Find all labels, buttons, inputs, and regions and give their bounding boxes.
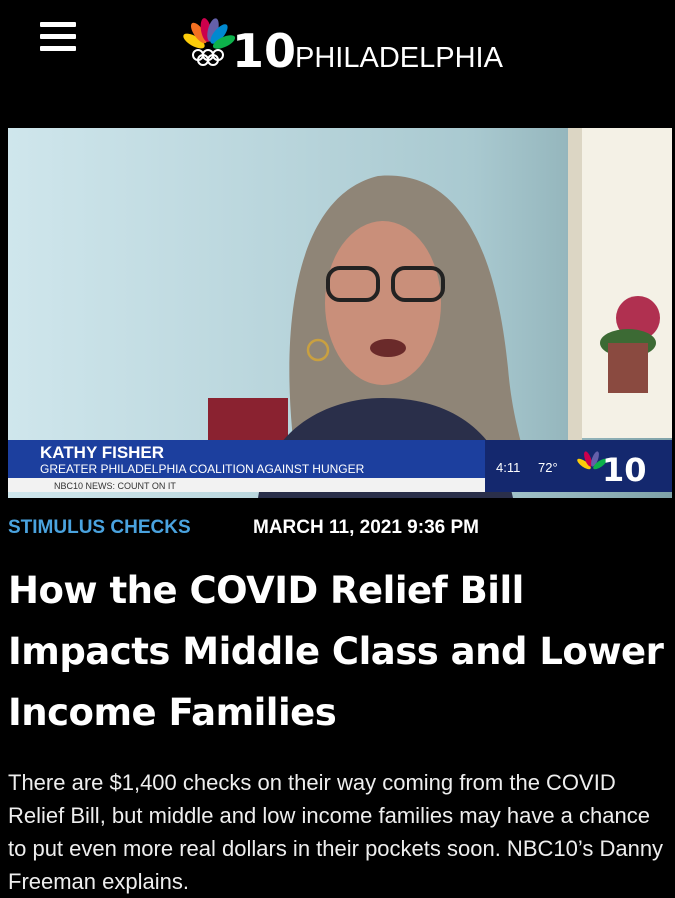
speaker-organization: GREATER PHILADELPHIA COALITION AGAINST H… — [40, 462, 365, 476]
peacock-icon — [181, 17, 237, 65]
ticker: NBC10 NEWS: COUNT ON IT — [54, 481, 176, 491]
summary: There are $1,400 checks on their way com… — [8, 766, 668, 898]
speaker-name: KATHY FISHER — [40, 443, 164, 462]
category-link[interactable]: STIMULUS CHECKS — [8, 517, 191, 539]
publish-date: MARCH 11, 2021 9:36 PM — [253, 517, 479, 539]
header: 10 PHILADELPHIA — [0, 0, 675, 105]
headline: How the COVID Relief Bill Impacts Middle… — [8, 560, 668, 743]
logo-number: 10 — [232, 24, 296, 78]
logo-number: 10 — [602, 451, 647, 489]
page: 10 PHILADELPHIA KATHY FISHER GREATER PHI… — [0, 0, 675, 897]
clock: 4:11 — [496, 460, 520, 475]
logo[interactable]: 10 PHILADELPHIA — [0, 0, 675, 105]
logo-text: PHILADELPHIA — [295, 42, 504, 74]
temperature: 72° — [538, 460, 558, 475]
video-player[interactable]: KATHY FISHER GREATER PHILADELPHIA COALIT… — [8, 128, 672, 498]
video-frame: KATHY FISHER GREATER PHILADELPHIA COALIT… — [8, 128, 672, 498]
